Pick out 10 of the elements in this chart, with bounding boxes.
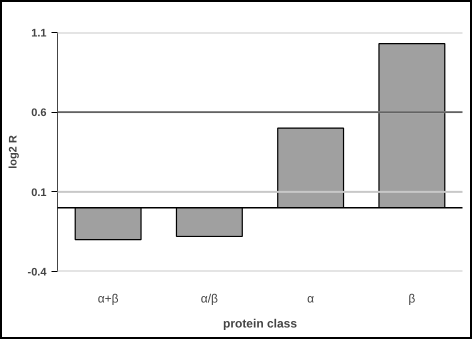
y-axis-title: log2 R [8,135,20,169]
y-tick-label: 1.1 [31,28,47,40]
y-tick-label: 0.1 [31,186,47,199]
x-tick-label: β [408,292,416,306]
x-tick-label: α+β [98,292,119,306]
y-tick-label: -0.4 [28,266,48,278]
y-tick-label: 0.6 [31,107,47,120]
x-axis-title: protein class [222,316,298,330]
x-tick-label: α [307,292,314,306]
x-tick-label: α/β [200,292,218,306]
